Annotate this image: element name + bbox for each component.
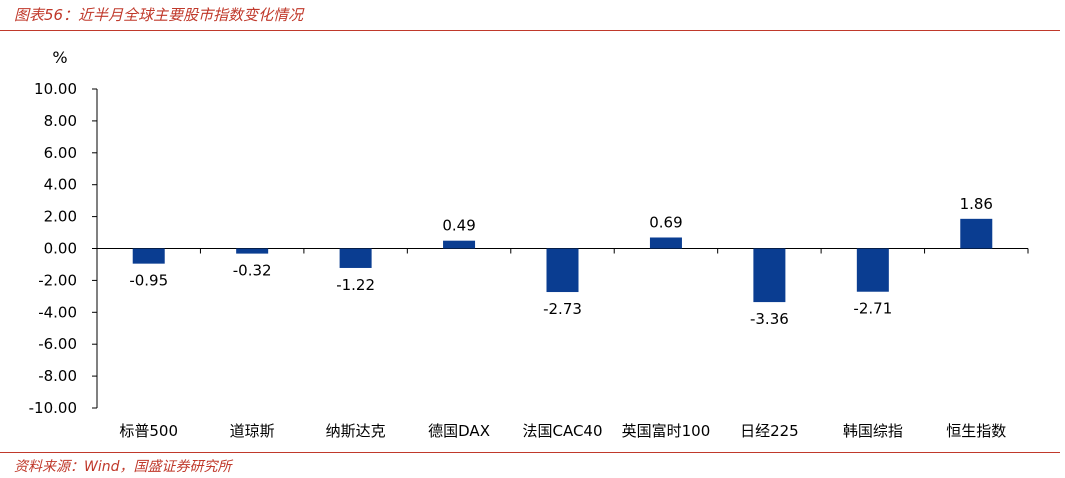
data-label: -1.22 (336, 276, 375, 294)
bar (960, 218, 993, 249)
top-divider (0, 30, 1060, 31)
bottom-divider (0, 452, 1060, 453)
category-label: 标普500 (119, 422, 178, 440)
data-label: -2.71 (853, 300, 892, 318)
y-tick-label: 10.00 (34, 80, 77, 98)
source-note: 资料来源：Wind，国盛证券研究所 (14, 459, 232, 475)
category-label: 道琼斯 (230, 422, 275, 440)
y-tick-label: 0.00 (44, 240, 77, 258)
data-label: -3.36 (750, 310, 789, 328)
y-tick-label: 4.00 (44, 176, 77, 194)
y-tick-label: 2.00 (44, 208, 77, 226)
bar (236, 248, 269, 254)
data-label: -0.32 (233, 262, 272, 280)
data-label: 0.49 (442, 217, 475, 235)
data-label: -0.95 (129, 272, 168, 290)
bar (546, 248, 579, 293)
category-label: 法国CAC40 (522, 422, 602, 440)
bar (856, 248, 889, 292)
y-tick-label: -2.00 (38, 271, 77, 289)
data-label: -2.73 (543, 300, 582, 318)
bar (443, 240, 476, 249)
bar (132, 248, 165, 264)
category-label: 德国DAX (428, 422, 490, 440)
bar (649, 237, 682, 249)
y-tick-label: -8.00 (38, 367, 77, 385)
category-label: 韩国综指 (843, 422, 903, 440)
bar (753, 248, 786, 303)
data-label: 0.69 (649, 213, 682, 231)
y-tick-label: 8.00 (44, 112, 77, 130)
y-tick-label: -10.00 (29, 399, 77, 417)
y-tick-label: -6.00 (38, 335, 77, 353)
y-tick-label: -4.00 (38, 303, 77, 321)
bar (339, 248, 372, 268)
y-tick-label: 6.00 (44, 144, 77, 162)
figure-title: 图表56：近半月全球主要股市指数变化情况 (14, 6, 304, 24)
category-label: 纳斯达克 (326, 422, 386, 440)
category-label: 日经225 (740, 422, 799, 440)
data-label: 1.86 (960, 195, 993, 213)
category-label: 恒生指数 (946, 422, 1006, 440)
y-axis-unit: % (52, 48, 67, 67)
category-label: 英国富时100 (622, 422, 711, 440)
